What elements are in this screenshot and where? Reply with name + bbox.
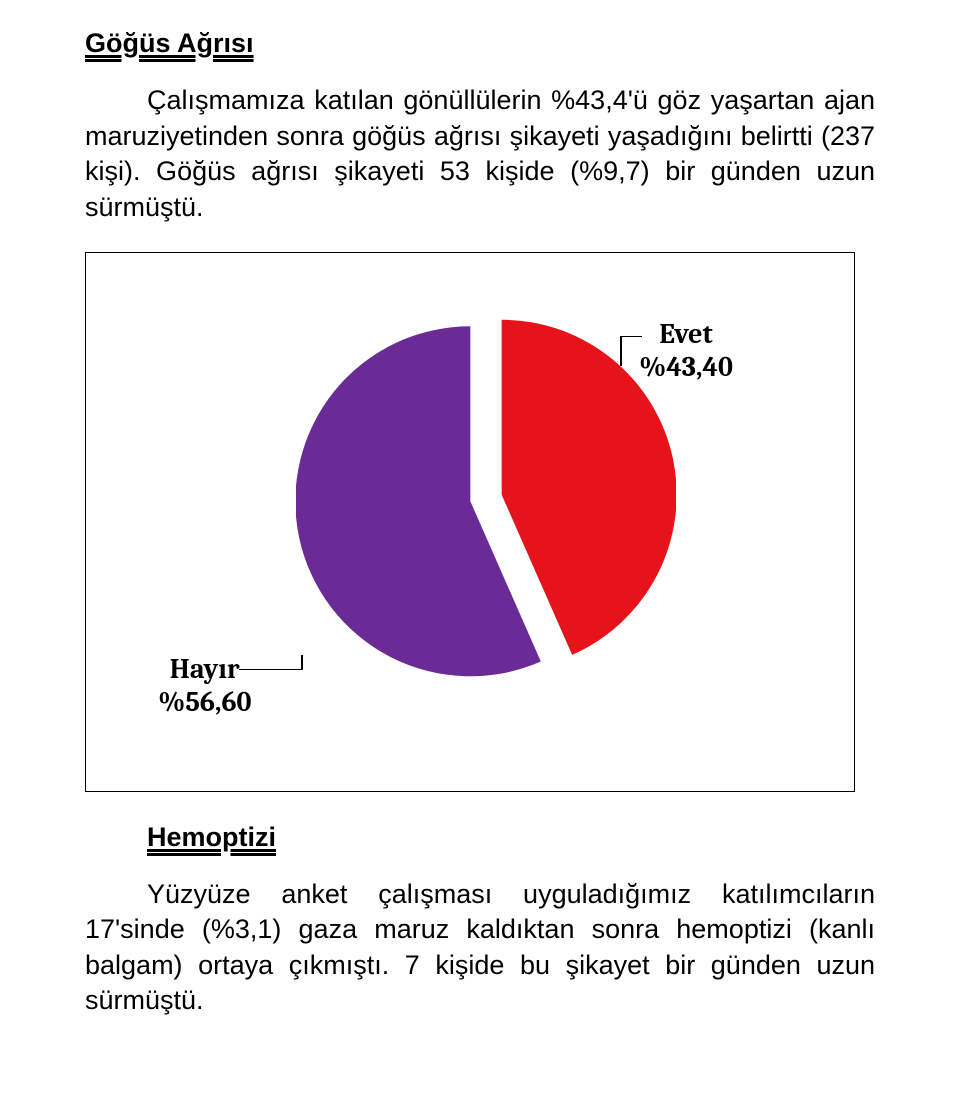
pie-label-evet-value: %43,40 (639, 351, 733, 383)
pie-label-evet: Evet %43,40 (639, 318, 733, 385)
pie-chart (296, 308, 676, 688)
leader-line-hayir-d (301, 655, 303, 670)
pie-label-hayir-name: Hayır (170, 653, 240, 685)
pie-label-hayir-value: %56,60 (158, 686, 251, 718)
pie-chart-container: Evet %43,40 Hayır %56,60 (85, 252, 855, 792)
section2-paragraph: Yüzyüze anket çalışması uyguladığımız ka… (85, 877, 875, 1020)
pie-label-evet-name: Evet (659, 318, 712, 350)
page: Göğüs Ağrısı Çalışmamıza katılan gönüllü… (0, 0, 960, 1069)
section2-title: Hemoptizi (147, 822, 875, 853)
section1-paragraph: Çalışmamıza katılan gönüllülerin %43,4'ü… (85, 83, 875, 226)
leader-line-evet-v (620, 336, 622, 366)
section1-title: Göğüs Ağrısı (85, 28, 875, 59)
pie-label-hayir: Hayır %56,60 (158, 653, 251, 720)
